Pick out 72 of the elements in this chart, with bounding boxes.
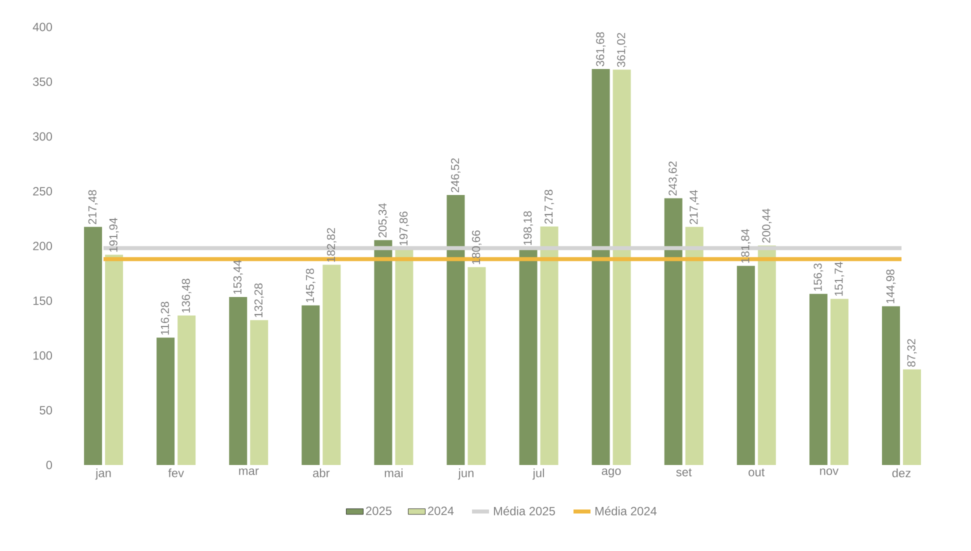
data-label: 217,44 <box>690 190 700 224</box>
bar <box>302 305 320 465</box>
data-label: 156,3 <box>814 263 824 291</box>
legend-label: 2024 <box>428 506 454 516</box>
legend-label: 2025 <box>366 506 392 516</box>
data-label: 246,52 <box>451 158 460 192</box>
data-label: 217,48 <box>88 190 98 224</box>
data-label: 200,44 <box>762 208 772 243</box>
data-label: 205,34 <box>378 203 388 238</box>
data-label: 87,32 <box>907 339 917 367</box>
bar <box>685 226 704 465</box>
y-tick-label: 200 <box>33 242 52 250</box>
x-tick-label: set <box>676 468 692 476</box>
y-tick-label: 250 <box>33 187 52 196</box>
y-tick-label: 50 <box>40 406 52 414</box>
x-tick-label: nov <box>820 468 839 476</box>
bar <box>758 246 776 465</box>
data-label: 182,82 <box>326 228 336 262</box>
data-label: 151,74 <box>834 262 844 296</box>
data-label: 180,66 <box>472 230 482 264</box>
data-label: 144,98 <box>886 269 896 304</box>
bar <box>664 198 682 465</box>
data-label: 243,62 <box>668 162 678 196</box>
bar <box>374 240 392 465</box>
x-tick-label: dez <box>892 468 911 478</box>
x-tick-label: jan <box>95 468 111 480</box>
data-label: 132,28 <box>254 283 264 318</box>
x-tick-label: out <box>748 468 765 476</box>
x-tick-label: mai <box>384 468 403 478</box>
data-label: 198,18 <box>524 211 534 245</box>
data-label: 145,78 <box>306 268 316 302</box>
bar <box>105 254 124 465</box>
bar <box>592 68 610 465</box>
bar <box>830 298 848 465</box>
bar <box>178 316 196 465</box>
bar <box>468 267 486 465</box>
bar <box>809 294 828 465</box>
data-label: 153,44 <box>233 260 243 294</box>
bar <box>229 296 248 465</box>
bar <box>612 70 631 465</box>
x-tick-label: jul <box>532 468 544 480</box>
data-label: 361,68 <box>596 32 606 66</box>
data-label: 191,94 <box>109 218 119 252</box>
legend-label: Média 2025 <box>494 506 555 516</box>
bar <box>446 195 465 465</box>
x-tick-label: abr <box>313 468 330 478</box>
bar <box>322 264 341 465</box>
x-tick-label: ago <box>602 468 621 478</box>
bar <box>250 320 268 465</box>
data-label: 361,02 <box>617 33 627 68</box>
bar <box>736 266 755 465</box>
bar <box>84 226 102 465</box>
y-tick-label: 300 <box>32 132 52 141</box>
bar <box>156 338 175 465</box>
x-tick-label: jun <box>458 468 474 480</box>
y-tick-label: 150 <box>33 296 52 305</box>
x-tick-label: mar <box>239 468 259 476</box>
bar <box>882 306 900 465</box>
y-tick-label: 100 <box>33 351 52 360</box>
y-tick-label: 350 <box>32 78 52 86</box>
legend-label: Média 2024 <box>595 506 657 516</box>
data-label: 217,78 <box>544 190 554 224</box>
y-tick-label: 400 <box>32 22 52 32</box>
bar <box>395 248 414 465</box>
data-label: 197,86 <box>399 212 409 246</box>
bar <box>902 369 921 465</box>
x-tick-label: fev <box>168 468 184 478</box>
data-label: 116,28 <box>160 302 170 335</box>
bar <box>540 226 558 465</box>
y-tick-label: 0 <box>46 460 52 470</box>
data-label: 136,48 <box>182 278 192 312</box>
data-label: 181,84 <box>741 228 751 263</box>
